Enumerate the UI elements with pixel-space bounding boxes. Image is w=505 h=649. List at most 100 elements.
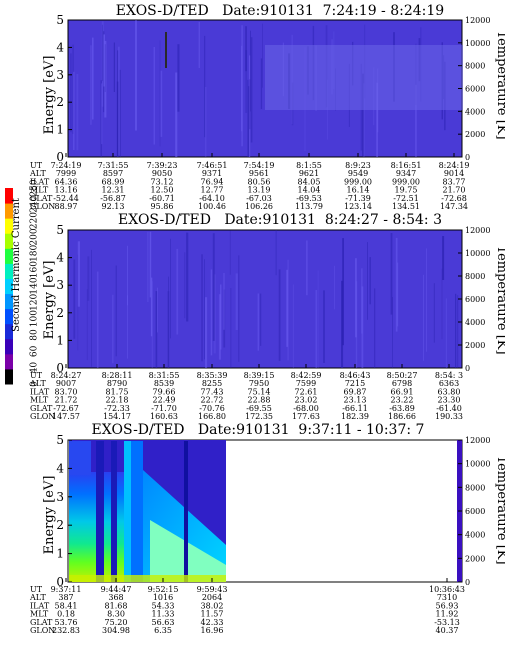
row-value: 9:52:15 [148,585,179,594]
row-value: 13.19 [248,186,271,195]
colorbar-tick-label: 180 [30,244,40,261]
panel-2-ylabel: Energy [eV] [42,261,57,340]
colorbar-tick-label: 40 [30,362,40,374]
panel-2-streak [230,288,232,368]
row-value: 232.83 [52,626,80,635]
panel-1-streak [249,79,251,130]
panel-1-streak [241,25,243,147]
row-value: 56.63 [152,618,175,627]
panel-2-streak [150,277,153,337]
colorbar-tick-label: 60 [30,345,40,357]
colorbar-swatch-12 [5,188,13,204]
panel-2-streak [220,284,222,350]
y2-tick-label: 10000 [465,249,490,258]
panel-1-streak [160,70,163,137]
y2-tick-label: 8000 [465,483,485,492]
panel-1-streak [250,37,253,143]
panel-1-streak [247,79,249,157]
panel-2-streak [361,268,363,334]
row-value: 6798 [392,379,412,388]
row-value: 134.51 [392,202,420,211]
row-value: 95.86 [151,202,174,211]
row-value: -60.71 [149,194,175,203]
panel-2-streak [395,237,398,332]
colorbar-tick-label: 0 [30,381,40,387]
panel-2-streak [201,254,203,362]
row-value: 23.02 [295,396,318,405]
y2-tick-label: 0 [465,578,470,587]
y2-tick-label: 10000 [465,460,490,469]
colorbar-tick-label: 220 [30,212,40,229]
y2-tick-label: 12000 [465,436,490,445]
panel-1-streak [104,40,107,118]
row-value: 83.77 [443,177,466,186]
row-value: 8:39:15 [244,371,275,380]
row-value: 14.04 [298,186,321,195]
row-value: 7310 [437,593,457,602]
panel-1-y2label: Temperature [K] [494,30,505,139]
panel-3-band-d [124,441,131,582]
panel-1-streak [103,34,105,87]
panel-1-streak [245,50,248,113]
y-tick-label: 2 [56,518,64,532]
row-value: -64.10 [199,194,225,203]
panel-2-streak [367,242,368,320]
panel-2-streak [396,262,399,327]
panel-1-streak [119,69,121,157]
y2-tick-label: 0 [465,153,470,162]
row-value: 21.72 [55,396,78,405]
row-value: 9:59:43 [197,585,228,594]
row-value: 42.33 [201,618,224,627]
row-value: 106.26 [245,202,273,211]
colorbar-swatch-8 [5,248,13,264]
colorbar-swatch-1 [5,353,13,370]
panel-2-streak [235,273,238,330]
row-value: 11.92 [436,610,459,619]
row-value: -69.53 [296,194,322,203]
y2-tick-label: 12000 [465,16,490,25]
panel-2-streak [149,231,152,298]
row-value: 113.79 [295,202,323,211]
panel-1-title: EXOS-D/TED Date:910131 7:24:19 - 8:24:19 [116,3,444,19]
panel-2-streak [441,268,443,340]
row-value: 166.80 [198,412,226,421]
panel-2-streak [184,252,186,319]
row-value: 7:46:51 [197,161,228,170]
panel-3: EXOS-D/TED Date:910131 9:37:11 - 10:37: … [29,422,505,635]
row-value: 79.66 [153,387,176,396]
panel-2-streak [334,265,335,310]
row-value: 8:31:55 [149,371,180,380]
panel-2-streak [155,291,158,368]
row-value: 72.61 [295,387,318,396]
panel-2-streak [433,283,435,343]
row-value: -68.00 [293,404,319,413]
panel-2-streak [204,259,205,360]
panel-1-right-axis-tick-labels: 0 2000 4000 6000 8000 10000 12000 [458,16,490,162]
y2-tick-label: 6000 [465,507,485,516]
y-tick-label: 4 [56,40,64,54]
panel-2-y2label: Temperature [K] [494,245,505,354]
y-tick-label: 4 [56,461,64,475]
y2-tick-label: 2000 [465,554,485,563]
y-tick-label: 1 [56,547,64,561]
row-value: 172.35 [245,412,273,421]
row-value: 8:16:51 [391,161,422,170]
y-tick-label: 5 [56,13,64,27]
row-value: 12.31 [102,186,125,195]
row-value: 9:37:11 [51,585,82,594]
row-value: 92.13 [102,202,125,211]
row-value: 8539 [154,379,174,388]
y-tick-label: 4 [56,251,64,265]
panel-1-streak [376,82,378,157]
row-value: 9621 [299,169,319,178]
colorbar-swatches [5,188,13,385]
panel-2-streak [257,293,259,351]
panel-1-narrow-spike [165,32,167,68]
y2-tick-label: 4000 [465,531,485,540]
row-label-alt: ALT [29,593,46,602]
row-value: 75.20 [105,618,128,627]
panel-2-streak [87,256,90,301]
row-value: 7:39:23 [147,161,178,170]
